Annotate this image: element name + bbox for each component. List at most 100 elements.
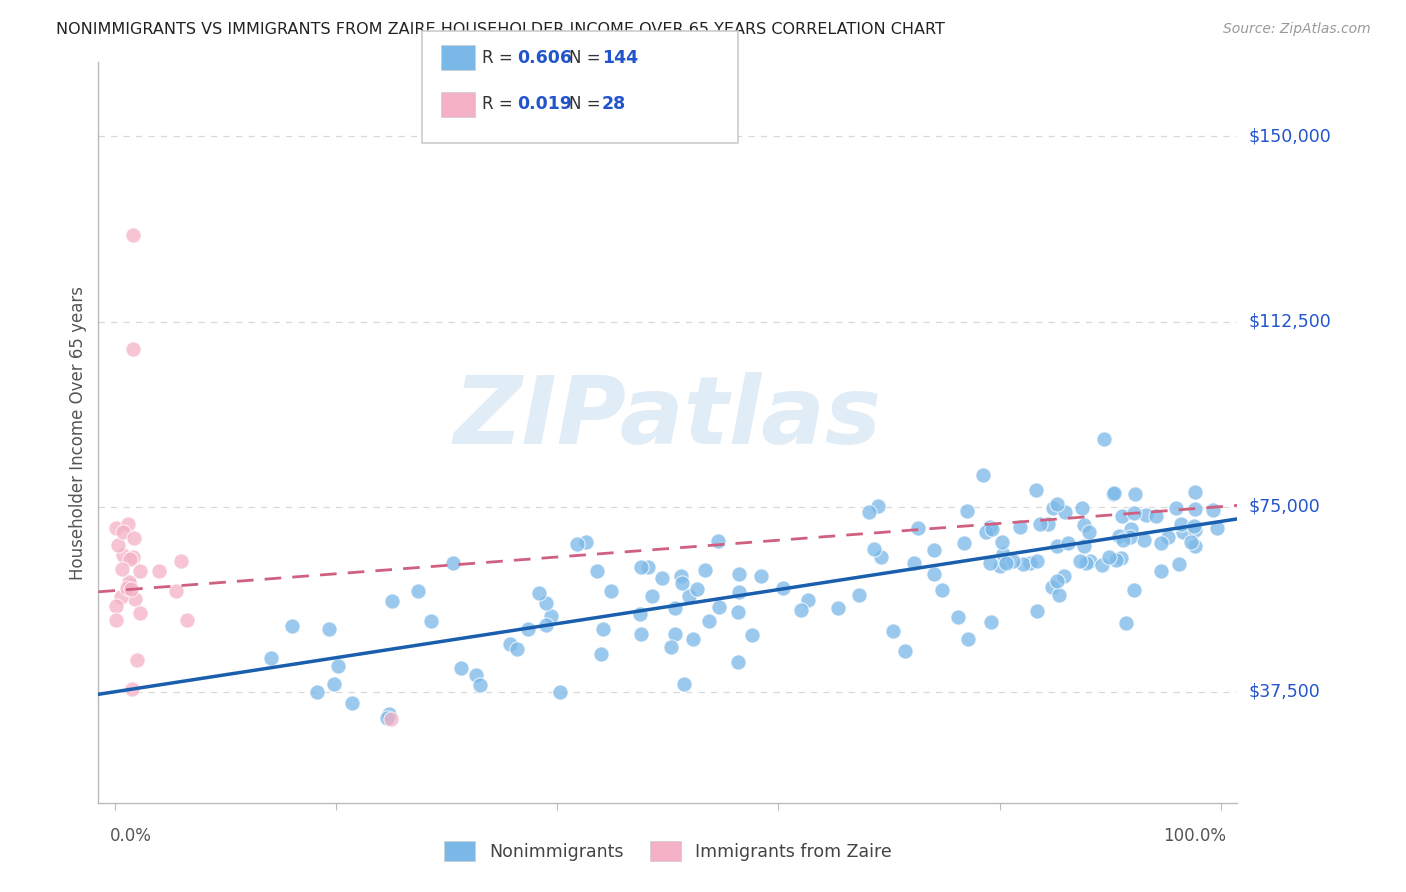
Point	[1123, 487, 1146, 501]
Point	[1173, 524, 1195, 539]
Point	[260, 651, 283, 665]
Text: N =: N =	[569, 95, 606, 113]
Point	[536, 596, 558, 610]
Point	[307, 685, 329, 699]
Point	[1073, 539, 1095, 553]
Point	[641, 590, 664, 604]
Point	[630, 560, 652, 574]
Point	[586, 564, 609, 578]
Point	[406, 584, 429, 599]
Point	[600, 584, 623, 599]
Point	[527, 586, 550, 600]
Point	[165, 583, 187, 598]
Point	[1049, 588, 1071, 602]
Text: 28: 28	[602, 95, 626, 113]
Point	[952, 535, 974, 549]
Point	[664, 601, 686, 615]
Point	[122, 549, 145, 564]
Point	[706, 534, 728, 549]
Point	[1112, 533, 1135, 548]
Point	[1144, 509, 1167, 524]
Y-axis label: Householder Income Over 65 years: Householder Income Over 65 years	[69, 285, 87, 580]
Point	[630, 627, 652, 641]
Point	[1123, 506, 1146, 520]
Point	[1054, 505, 1077, 519]
Point	[789, 603, 811, 617]
Text: R =: R =	[482, 95, 519, 113]
Point	[988, 558, 1011, 573]
Text: $150,000: $150,000	[1249, 128, 1331, 145]
Point	[727, 605, 749, 619]
Point	[659, 640, 682, 655]
Point	[378, 706, 401, 721]
Point	[991, 547, 1014, 561]
Point	[124, 592, 146, 607]
Point	[115, 581, 138, 595]
Text: N =: N =	[569, 49, 606, 67]
Point	[637, 559, 659, 574]
Point	[1150, 535, 1173, 549]
Point	[1073, 518, 1095, 533]
Point	[1012, 558, 1035, 572]
Point	[1070, 501, 1092, 516]
Point	[1077, 524, 1099, 539]
Point	[699, 614, 721, 628]
Point	[980, 615, 1002, 630]
Point	[1026, 554, 1049, 568]
Text: 0.0%: 0.0%	[110, 828, 152, 846]
Point	[111, 562, 134, 576]
Point	[111, 524, 134, 539]
Point	[882, 624, 904, 639]
Point	[1119, 530, 1142, 544]
Point	[1046, 497, 1069, 511]
Point	[567, 537, 589, 551]
Point	[1108, 529, 1130, 543]
Point	[1029, 517, 1052, 532]
Point	[727, 656, 749, 670]
Point	[127, 653, 149, 667]
Point	[506, 641, 529, 656]
Point	[121, 682, 143, 697]
Point	[693, 563, 716, 577]
Point	[1133, 533, 1156, 547]
Point	[1046, 539, 1069, 553]
Point	[741, 627, 763, 641]
Point	[922, 542, 945, 557]
Point	[948, 609, 970, 624]
Point	[1123, 582, 1146, 597]
Point	[1069, 554, 1091, 568]
Point	[922, 567, 945, 582]
Point	[707, 600, 730, 615]
Point	[903, 556, 925, 570]
Point	[1053, 569, 1076, 583]
Point	[1180, 535, 1202, 549]
Point	[121, 342, 143, 356]
Point	[1036, 517, 1059, 532]
Point	[117, 517, 139, 532]
Point	[1046, 574, 1069, 588]
Point	[1091, 558, 1114, 573]
Point	[628, 607, 651, 622]
Point	[128, 564, 150, 578]
Text: R =: R =	[482, 49, 519, 67]
Point	[107, 538, 129, 552]
Point	[1001, 554, 1024, 568]
Point	[749, 568, 772, 582]
Point	[1040, 580, 1063, 594]
Point	[870, 550, 893, 565]
Point	[499, 637, 522, 651]
Point	[651, 571, 673, 585]
Point	[122, 531, 145, 545]
Point	[796, 593, 818, 607]
Point	[1166, 500, 1188, 515]
Point	[682, 632, 704, 647]
Point	[827, 600, 849, 615]
Point	[575, 534, 598, 549]
Point	[441, 557, 464, 571]
Point	[1098, 549, 1121, 564]
Point	[110, 590, 132, 604]
Text: 0.606: 0.606	[517, 49, 572, 67]
Point	[375, 711, 398, 725]
Point	[980, 522, 1002, 536]
Point	[1102, 486, 1125, 500]
